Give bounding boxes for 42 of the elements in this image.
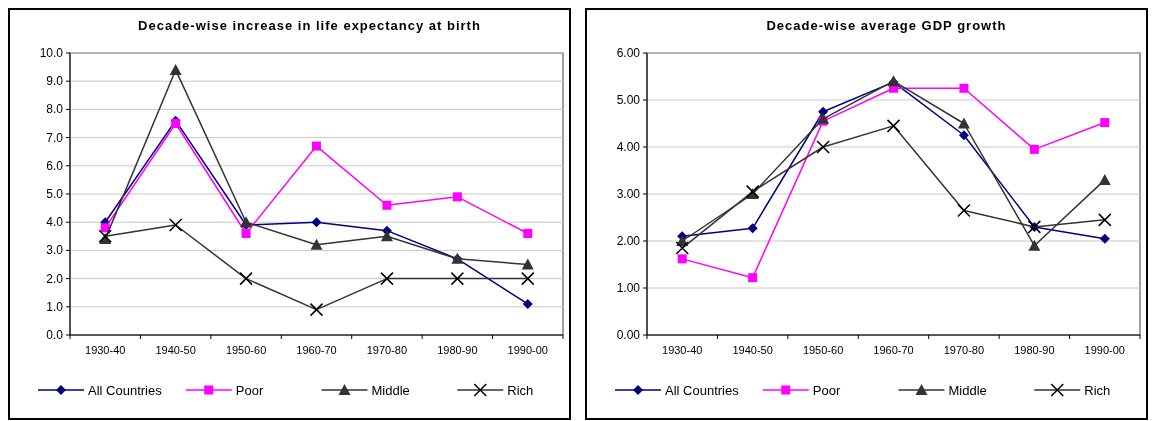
x-tick-label: 1980-90 bbox=[1014, 344, 1055, 356]
x-tick-label: 1960-70 bbox=[296, 344, 337, 356]
legend-label: Middle bbox=[948, 383, 987, 398]
x-tick-label: 1990-00 bbox=[1084, 344, 1125, 356]
y-tick-label: 1.00 bbox=[616, 281, 641, 295]
legend-label: All Countries bbox=[88, 383, 163, 398]
legend-label: Poor bbox=[812, 383, 841, 398]
x-tick-label: 1970-80 bbox=[366, 344, 408, 356]
y-tick-label: 9.0 bbox=[46, 74, 64, 89]
legend-label: Middle bbox=[371, 383, 410, 398]
y-tick-label: 5.00 bbox=[616, 93, 641, 107]
chart-title: Decade-wise average GDP growth bbox=[766, 18, 1007, 33]
x-tick-label: 1990-00 bbox=[507, 344, 548, 356]
x-tick-label: 1930-40 bbox=[662, 344, 703, 356]
x-tick-label: 1970-80 bbox=[943, 344, 985, 356]
legend-label: Rich bbox=[507, 383, 534, 398]
legend-label: All Countries bbox=[665, 383, 740, 398]
y-tick-label: 0.0 bbox=[46, 328, 64, 342]
y-tick-label: 6.0 bbox=[46, 158, 64, 173]
x-tick-label: 1950-60 bbox=[225, 344, 267, 356]
y-tick-label: 2.0 bbox=[46, 271, 64, 286]
legend-label: Poor bbox=[235, 383, 264, 398]
y-tick-label: 7.0 bbox=[46, 130, 64, 145]
x-tick-label: 1940-50 bbox=[732, 344, 773, 356]
x-tick-label: 1930-40 bbox=[85, 344, 126, 356]
legend-label: Rich bbox=[1084, 383, 1111, 398]
y-tick-label: 2.00 bbox=[616, 234, 641, 248]
y-tick-label: 3.00 bbox=[616, 187, 641, 201]
y-tick-label: 4.00 bbox=[616, 140, 641, 154]
x-tick-label: 1980-90 bbox=[437, 344, 478, 356]
y-tick-label: 0.00 bbox=[616, 328, 641, 342]
y-tick-label: 5.0 bbox=[46, 187, 64, 201]
y-tick-label: 6.00 bbox=[616, 46, 641, 60]
chart-title: Decade-wise increase in life expectancy at birth bbox=[138, 18, 481, 33]
y-tick-label: 1.0 bbox=[46, 299, 64, 314]
y-tick-label: 4.0 bbox=[46, 215, 64, 230]
x-tick-label: 1950-60 bbox=[802, 344, 844, 356]
x-tick-label: 1940-50 bbox=[155, 344, 196, 356]
y-tick-label: 10.0 bbox=[39, 46, 64, 60]
x-tick-label: 1960-70 bbox=[873, 344, 914, 356]
y-tick-label: 3.0 bbox=[46, 243, 64, 258]
y-tick-label: 8.0 bbox=[46, 102, 64, 117]
